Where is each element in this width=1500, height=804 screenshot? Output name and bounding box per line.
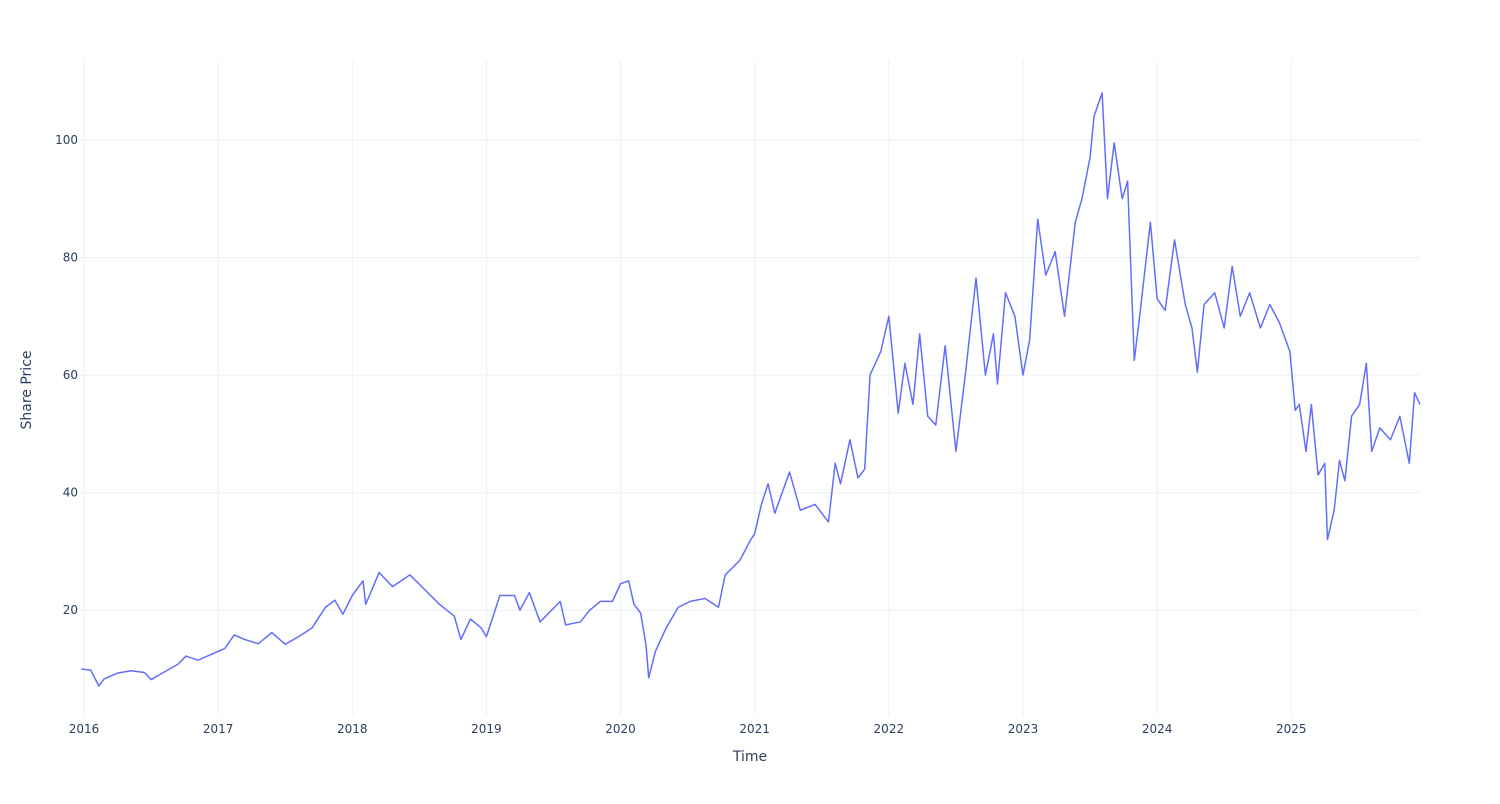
- y-tick-label: 40: [63, 486, 78, 500]
- y-tick-label: 80: [63, 251, 78, 265]
- y-tick-label: 60: [63, 368, 78, 382]
- x-tick-label: 2023: [1008, 722, 1039, 736]
- y-tick-label: 20: [63, 603, 78, 617]
- x-tick-label: 2017: [203, 722, 234, 736]
- y-tick-label: 100: [55, 133, 78, 147]
- x-tick-label: 2022: [874, 722, 905, 736]
- y-axis-title: Share Price: [19, 350, 35, 429]
- x-tick-label: 2021: [739, 722, 770, 736]
- x-axis-title: Time: [732, 749, 767, 765]
- x-tick-label: 2018: [337, 722, 368, 736]
- x-tick-label: 2016: [69, 722, 100, 736]
- x-tick-label: 2024: [1142, 722, 1173, 736]
- x-tick-label: 2020: [605, 722, 636, 736]
- x-tick-label: 2025: [1276, 722, 1307, 736]
- x-tick-label: 2019: [471, 722, 502, 736]
- price-line: [81, 92, 1421, 687]
